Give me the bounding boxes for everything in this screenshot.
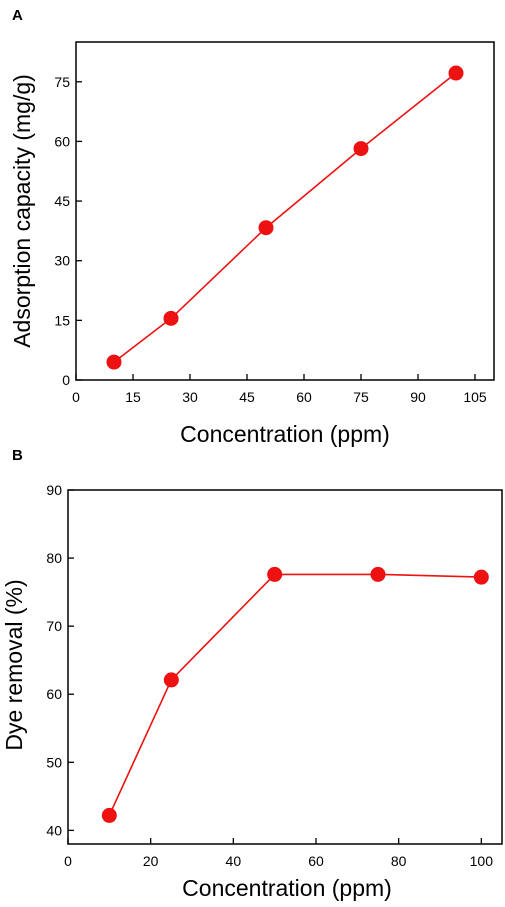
data-point-b xyxy=(370,566,386,582)
y-axis-title-b: Dye removal (%) xyxy=(1,579,27,750)
y-tick-label-b: 70 xyxy=(46,618,62,634)
y-tick-label-a: 30 xyxy=(54,253,70,269)
plot-frame-b xyxy=(67,489,503,845)
series-line-b xyxy=(108,573,482,816)
x-tick-label-a: 75 xyxy=(353,389,369,405)
y-tick-label-a: 60 xyxy=(54,133,70,149)
y-tick-label-b: 60 xyxy=(46,686,62,702)
data-point-a xyxy=(448,65,464,81)
data-point-a xyxy=(163,310,179,326)
x-tick-label-a: 90 xyxy=(410,389,426,405)
x-tick-label-b: 0 xyxy=(64,853,72,869)
data-point-b xyxy=(163,672,179,688)
data-point-b xyxy=(101,807,117,823)
y-tick-label-b: 50 xyxy=(46,754,62,770)
x-axis-title-b: Concentration (ppm) xyxy=(182,875,392,901)
x-tick-label-a: 15 xyxy=(125,389,141,405)
data-point-a xyxy=(106,354,122,370)
x-tick-label-b: 80 xyxy=(391,853,407,869)
y-tick-label-b: 40 xyxy=(46,822,62,838)
y-tick-label-b: 90 xyxy=(46,482,62,498)
x-tick-label-b: 60 xyxy=(308,853,324,869)
panel-label-a: A xyxy=(12,7,23,24)
y-tick-label-a: 75 xyxy=(54,74,70,90)
x-tick-label-a: 30 xyxy=(182,389,198,405)
y-tick-label-a: 0 xyxy=(62,372,70,388)
x-tick-label-b: 100 xyxy=(470,853,494,869)
y-tick-label-b: 80 xyxy=(46,550,62,566)
plot-frame-a xyxy=(75,41,495,381)
x-tick-label-a: 0 xyxy=(72,389,80,405)
panel-label-b: B xyxy=(12,447,23,464)
chart-panel-b: B 0 20 40 60 80 100 40 50 60 70 80 90 Concentration… xyxy=(1,447,503,901)
plot-area-b: 0 20 40 60 80 100 40 50 60 70 80 90 xyxy=(46,482,503,869)
x-tick-label-a: 60 xyxy=(296,389,312,405)
x-axis-title-a: Concentration (ppm) xyxy=(180,421,390,447)
y-tick-label-a: 15 xyxy=(54,312,70,328)
x-tick-label-b: 20 xyxy=(143,853,159,869)
data-point-b xyxy=(267,566,283,582)
x-tick-label-a: 45 xyxy=(239,389,255,405)
y-axis-title-a: Adsorption capacity (mg/g) xyxy=(9,74,35,348)
x-tick-label-b: 40 xyxy=(226,853,242,869)
y-tick-label-a: 45 xyxy=(54,193,70,209)
chart-panel-a: A 0 15 30 45 60 75 90 105 0 15 30 45 60 75 Concentrat… xyxy=(9,7,495,447)
x-tick-label-a: 105 xyxy=(463,389,487,405)
data-point-b xyxy=(473,569,489,585)
plot-area-a: 0 15 30 45 60 75 90 105 0 15 30 45 60 75 xyxy=(54,41,495,405)
data-point-a xyxy=(353,141,369,157)
data-point-a xyxy=(258,220,274,236)
